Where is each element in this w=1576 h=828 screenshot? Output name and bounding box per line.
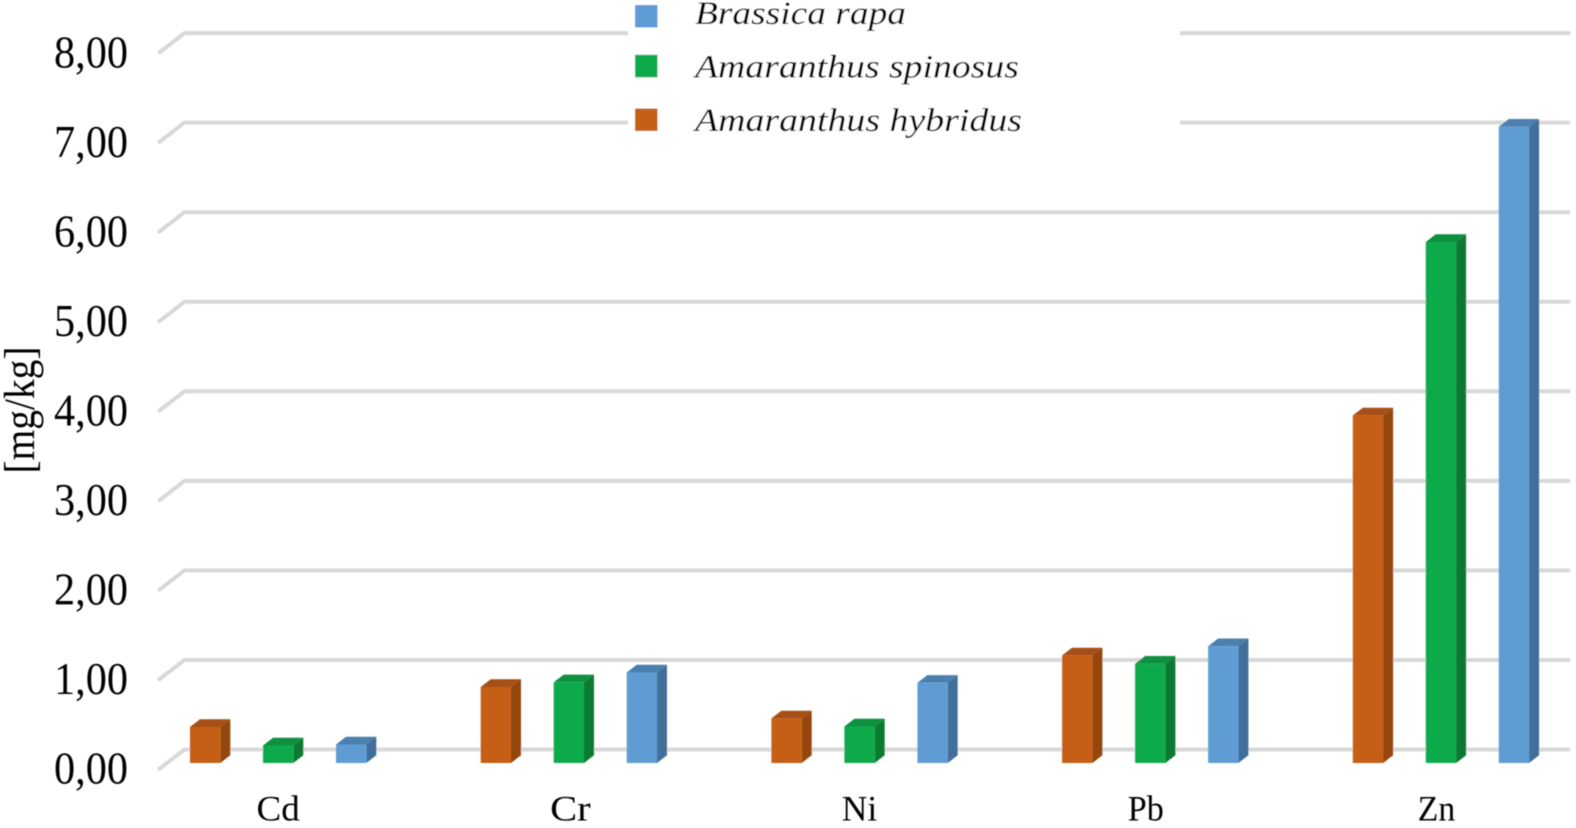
svg-text:Amaranthus spinosus: Amaranthus spinosus: [693, 50, 1019, 86]
svg-text:Cr: Cr: [550, 788, 591, 823]
svg-text:1,00: 1,00: [54, 654, 128, 704]
svg-text:3,00: 3,00: [54, 475, 128, 525]
svg-text:5,00: 5,00: [54, 296, 128, 346]
svg-text:8,00: 8,00: [54, 27, 128, 77]
svg-text:7,00: 7,00: [54, 117, 128, 167]
svg-text:[mg/kg]: [mg/kg]: [0, 347, 44, 474]
svg-text:Zn: Zn: [1418, 788, 1455, 823]
svg-text:Ni: Ni: [842, 788, 878, 823]
svg-text:0,00: 0,00: [54, 744, 128, 794]
svg-text:6,00: 6,00: [54, 206, 128, 256]
svg-text:Pb: Pb: [1128, 788, 1164, 823]
svg-text:2,00: 2,00: [54, 565, 128, 615]
svg-text:4,00: 4,00: [54, 386, 128, 436]
svg-text:Brassica rapa: Brassica rapa: [695, 0, 906, 32]
svg-text:Amaranthus hybridus: Amaranthus hybridus: [693, 103, 1022, 139]
svg-text:Cd: Cd: [257, 788, 300, 823]
